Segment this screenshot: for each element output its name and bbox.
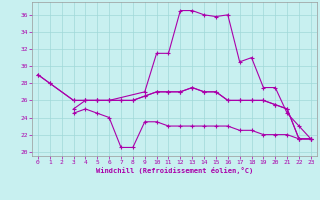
X-axis label: Windchill (Refroidissement éolien,°C): Windchill (Refroidissement éolien,°C) — [96, 167, 253, 174]
